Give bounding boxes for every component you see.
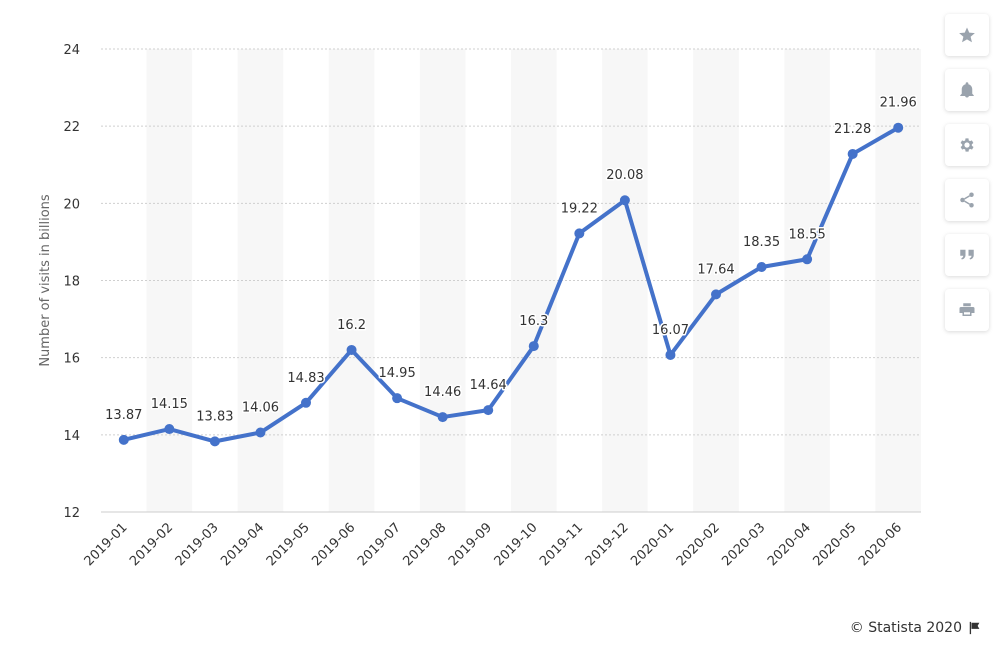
gear-icon <box>960 138 974 152</box>
data-label: 13.83 <box>196 409 233 424</box>
y-tick-label: 12 <box>63 506 80 521</box>
share-button[interactable] <box>945 179 989 221</box>
x-tick-label: 2019-04 <box>218 520 267 569</box>
data-point <box>528 341 539 352</box>
data-point <box>164 424 175 435</box>
y-axis-label: Number of visits in billions <box>38 194 53 367</box>
data-label: 14.64 <box>470 378 507 393</box>
x-tick-label: 2020-06 <box>856 520 905 569</box>
data-point <box>619 195 630 206</box>
x-tick-label: 2020-02 <box>674 520 723 569</box>
y-tick-label: 18 <box>63 275 80 290</box>
data-label: 14.06 <box>242 401 279 416</box>
data-label: 16.07 <box>652 323 689 338</box>
y-tick-label: 22 <box>63 120 80 135</box>
data-point <box>893 122 904 133</box>
x-tick-label: 2019-02 <box>127 520 176 569</box>
x-tick-label: 2019-05 <box>264 520 313 569</box>
data-point <box>802 254 813 265</box>
print-icon <box>959 303 975 316</box>
data-label: 21.28 <box>834 122 871 137</box>
flag-icon[interactable] <box>968 621 982 635</box>
data-point <box>346 344 357 355</box>
credit: © Statista 2020 <box>850 620 982 636</box>
data-label: 16.3 <box>519 314 548 329</box>
data-point <box>255 427 266 438</box>
column-band <box>328 49 375 512</box>
x-tick-label: 2020-05 <box>810 520 859 569</box>
bell-icon <box>960 82 974 98</box>
x-tick-label: 2020-01 <box>628 520 677 569</box>
data-point <box>118 434 129 445</box>
star-icon <box>959 27 975 43</box>
y-tick-label: 20 <box>63 197 80 212</box>
x-tick-label: 2019-12 <box>583 520 632 569</box>
data-label: 13.87 <box>105 408 142 423</box>
data-point <box>665 349 676 360</box>
data-label: 18.35 <box>743 235 780 250</box>
quote-icon <box>960 249 974 260</box>
data-label: 19.22 <box>561 201 598 216</box>
x-tick-label: 2019-08 <box>400 520 449 569</box>
data-label: 14.95 <box>379 366 416 381</box>
data-point <box>437 412 448 423</box>
data-label: 14.15 <box>151 397 188 412</box>
series-line <box>121 125 901 444</box>
data-point <box>209 436 220 447</box>
data-label: 16.2 <box>337 318 366 333</box>
share-icon <box>960 192 974 208</box>
y-tick-label: 16 <box>63 352 80 367</box>
data-point <box>301 397 311 408</box>
favorite-button[interactable] <box>945 14 989 56</box>
column-band <box>784 49 830 512</box>
y-tick-label: 24 <box>63 43 80 58</box>
data-point <box>574 228 585 239</box>
x-tick-label: 2019-01 <box>82 520 131 569</box>
data-point <box>711 289 721 300</box>
cite-button[interactable] <box>945 234 989 276</box>
settings-button[interactable] <box>945 124 989 166</box>
data-label: 17.64 <box>697 262 734 277</box>
column-band <box>602 49 648 512</box>
x-tick-label: 2019-03 <box>173 520 222 569</box>
data-label: 18.55 <box>789 227 826 242</box>
line-chart: 12 14 16 18 20 22 24 Number of visits in billio… <box>38 43 921 569</box>
x-tick-label: 2019-07 <box>355 520 404 569</box>
x-tick-label: 2019-10 <box>492 520 541 569</box>
x-tick-label: 2019-06 <box>309 520 358 569</box>
credit-text: © Statista 2020 <box>849 620 962 636</box>
print-button[interactable] <box>945 289 989 331</box>
x-tick-label: 2019-11 <box>537 520 586 569</box>
data-label: 14.83 <box>287 371 324 386</box>
data-label: 20.08 <box>606 168 643 183</box>
data-point <box>756 261 767 272</box>
column-band <box>693 49 739 512</box>
toolbar <box>945 14 989 344</box>
column-band <box>237 49 284 512</box>
notification-button[interactable] <box>945 69 989 111</box>
data-label: 21.96 <box>880 96 917 111</box>
x-tick-label: 2020-04 <box>765 520 814 569</box>
data-point <box>483 405 494 416</box>
x-tick-label: 2019-09 <box>446 520 495 569</box>
y-tick-label: 14 <box>63 429 80 444</box>
data-point <box>847 148 858 159</box>
x-tick-label: 2020-03 <box>719 520 768 569</box>
data-label: 14.46 <box>424 385 461 400</box>
data-point <box>392 393 403 404</box>
